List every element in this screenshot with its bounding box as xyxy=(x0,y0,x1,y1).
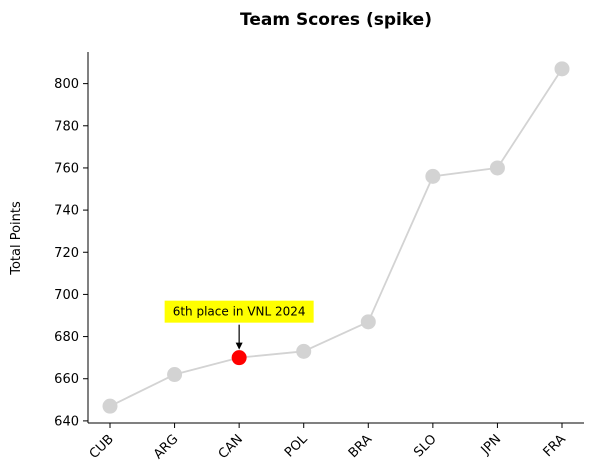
series-layer xyxy=(102,61,570,414)
x-tick-label: SLO xyxy=(411,432,439,460)
data-point xyxy=(167,367,183,383)
x-tick-label: ARG xyxy=(151,432,181,462)
x-tick-label: POL xyxy=(282,431,311,460)
y-tick-label: 700 xyxy=(54,288,79,303)
y-tick-label: 660 xyxy=(54,372,79,387)
y-tick-label: 740 xyxy=(54,204,79,219)
data-point xyxy=(425,168,441,184)
data-point xyxy=(554,61,570,77)
data-point xyxy=(489,160,505,176)
highlight-point xyxy=(231,350,247,366)
annotation-text: 6th place in VNL 2024 xyxy=(173,305,306,319)
y-tick-label: 720 xyxy=(54,246,79,261)
x-tick-label: CAN xyxy=(216,432,246,462)
y-tick-label: 800 xyxy=(54,77,79,92)
y-tick-label: 780 xyxy=(54,119,79,134)
axes: 640 660 680 700 720 740 760 780 800 CUB ARG CAN POL B… xyxy=(54,52,584,462)
annotation-layer: 6th place in VNL 2024 xyxy=(164,300,314,350)
x-tick-label: JPN xyxy=(478,432,504,458)
annotation-box xyxy=(164,300,314,323)
y-axis-label: Total Points xyxy=(9,201,24,276)
data-point xyxy=(296,343,312,359)
x-tick-label: BRA xyxy=(346,432,375,461)
y-tick-label: 680 xyxy=(54,330,79,345)
series-line xyxy=(109,68,563,407)
y-tick-label: 640 xyxy=(54,414,79,429)
x-tick-label: CUB xyxy=(87,432,117,462)
data-point xyxy=(102,398,118,414)
x-tick-label: FRA xyxy=(541,432,569,460)
annotation-arrow-head xyxy=(235,342,243,350)
chart-title: Team Scores (spike) xyxy=(240,10,432,30)
data-point xyxy=(360,314,376,330)
y-tick-label: 760 xyxy=(54,161,79,176)
